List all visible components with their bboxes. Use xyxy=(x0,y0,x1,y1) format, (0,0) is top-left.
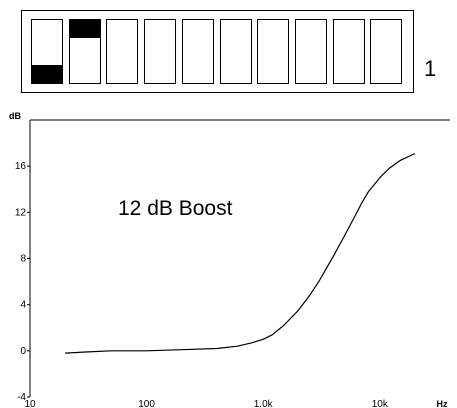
y-tick-label: 16 xyxy=(15,161,27,172)
x-tick-label: 10k xyxy=(372,399,389,408)
dip-switch-8[interactable] xyxy=(294,19,327,84)
frequency-response-chart: -4 0 4 8 12 16 10 100 1.0k 10k dB Hz 12 dB Boost xyxy=(9,111,450,408)
y-tick-label: -4 xyxy=(17,392,26,403)
switch-number-label: 1 xyxy=(424,56,437,81)
boost-annotation: 12 dB Boost xyxy=(118,197,233,220)
y-tick-label: 0 xyxy=(20,346,26,357)
dip-switch-3[interactable] xyxy=(106,19,139,84)
dip-switch-7[interactable] xyxy=(257,19,290,84)
chart-axes xyxy=(29,119,450,397)
dip-switch-knob xyxy=(32,65,62,83)
dip-switch-knob xyxy=(69,20,100,38)
dip-switch-10[interactable] xyxy=(370,19,403,84)
chart-ticks: -4 0 4 8 12 16 10 100 1.0k 10k xyxy=(15,161,389,408)
y-axis-label: dB xyxy=(9,111,21,121)
chart-series xyxy=(65,152,416,354)
x-axis-label: Hz xyxy=(437,399,448,408)
x-tick-label: 10 xyxy=(24,399,36,408)
x-tick-label: 100 xyxy=(138,399,155,408)
dip-switch-9[interactable] xyxy=(332,19,365,84)
y-tick-label: 12 xyxy=(15,207,27,218)
y-tick-label: 8 xyxy=(20,254,26,265)
x-tick-label: 1.0k xyxy=(254,399,274,408)
y-tick-label: 4 xyxy=(20,300,26,311)
dip-switch-4[interactable] xyxy=(144,19,177,84)
dip-switch-2[interactable] xyxy=(68,19,101,84)
dip-switch-1[interactable] xyxy=(31,19,63,84)
dip-switch-5[interactable] xyxy=(181,19,214,84)
response-curve-1 xyxy=(65,152,416,354)
dip-switch-panel xyxy=(21,10,414,93)
dip-switch-6[interactable] xyxy=(219,19,252,84)
